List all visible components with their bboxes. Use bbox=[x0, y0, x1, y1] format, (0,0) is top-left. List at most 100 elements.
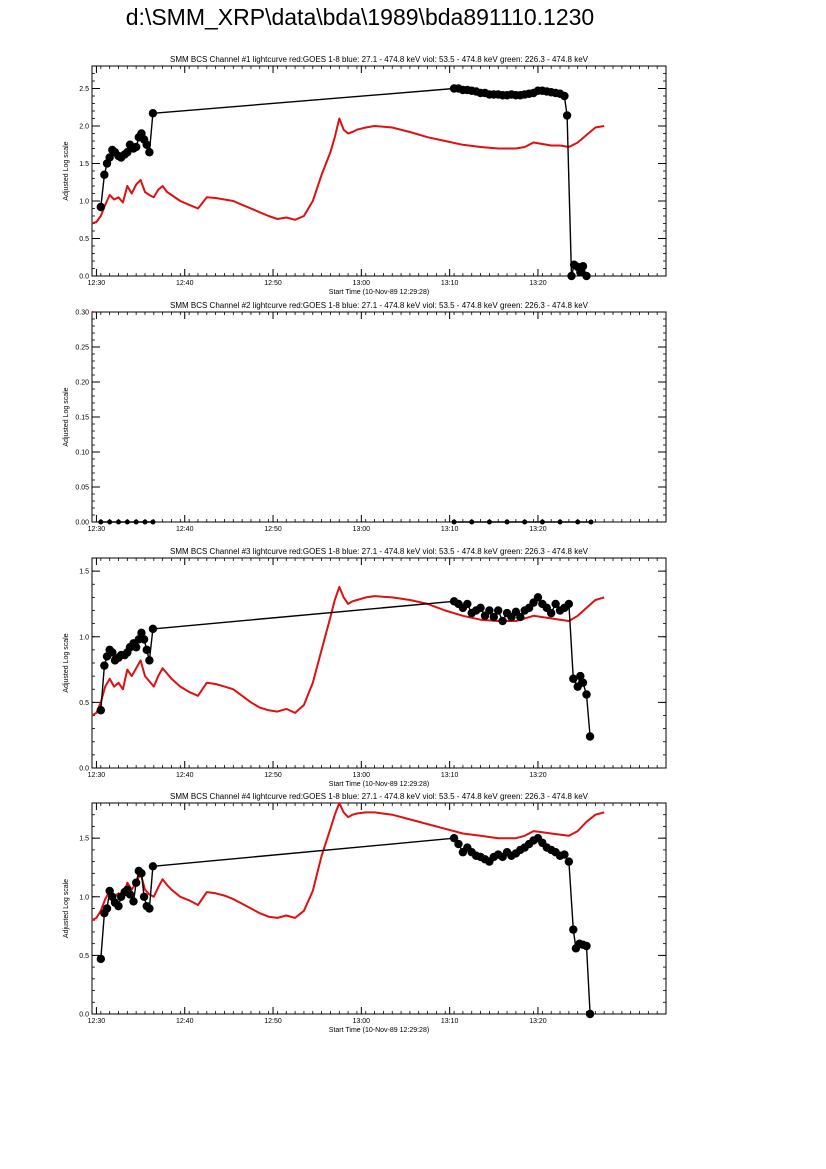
chart-4-xtick-label: 12:40 bbox=[176, 1018, 194, 1025]
chart-3-xtick-label: 12:30 bbox=[88, 772, 106, 779]
chart-1-bcs-point bbox=[560, 91, 569, 101]
chart-4-bcs-point bbox=[125, 890, 135, 899]
chart-3-bcs-point bbox=[569, 674, 578, 683]
chart-1-bcs-line bbox=[100, 87, 588, 277]
chart-2-bcs-point bbox=[588, 519, 594, 525]
chart-3-bcs-point bbox=[131, 643, 141, 652]
chart-2-bcs-point bbox=[504, 519, 510, 525]
chart-4-bcs-point bbox=[145, 904, 154, 913]
chart-2-ytick-label: 0.30 bbox=[75, 310, 89, 317]
chart-3-ylabel: Adjusted Log scale bbox=[63, 633, 70, 692]
chart-3-bcs-point bbox=[494, 606, 503, 615]
chart-3-bcs-point bbox=[142, 645, 151, 655]
chart-2-ytick-label: 0.00 bbox=[75, 520, 89, 527]
chart-1-frame bbox=[91, 65, 667, 277]
chart-4-xtick-label: 12:50 bbox=[264, 1018, 282, 1025]
chart-3-bcs-point bbox=[547, 608, 556, 618]
chart-3-title: SMM BCS Channel #3 lightcurve red:GOES 1… bbox=[170, 547, 589, 556]
chart-2-xtick-label: 13:00 bbox=[353, 526, 371, 533]
chart-4-bcs-point bbox=[96, 954, 106, 964]
chart-2-bcs-point bbox=[124, 519, 130, 525]
chart-1-bcs-point bbox=[562, 111, 572, 120]
chart-4-bcs-point bbox=[582, 941, 591, 951]
chart-2-xtick-label: 13:20 bbox=[529, 526, 547, 533]
chart-3-bcs-point bbox=[139, 635, 149, 644]
chart-2-bcs-point bbox=[98, 519, 104, 525]
chart-2-bcs-point bbox=[142, 519, 148, 525]
chart-4-bcs-point bbox=[131, 878, 141, 887]
chart-2-bcs-point bbox=[150, 519, 156, 525]
chart-2-bcs-point bbox=[451, 519, 457, 525]
chart-4-bcs-point bbox=[139, 892, 149, 901]
chart-2-bcs-point bbox=[469, 519, 475, 525]
chart-4-bcs-point bbox=[585, 1009, 595, 1019]
chart-3-bcs-point bbox=[137, 628, 146, 638]
chart-4-bcs-point bbox=[148, 862, 158, 871]
chart-1-xlabel: Start Time (10-Nov-89 12:29:28) bbox=[329, 289, 429, 296]
chart-3-bcs-point bbox=[96, 706, 106, 715]
chart-2-ytick-label: 0.10 bbox=[75, 450, 89, 457]
chart-3-bcs-point bbox=[476, 603, 485, 613]
chart-4-bcs-point bbox=[454, 839, 463, 849]
chart-4-bcs-point bbox=[129, 897, 138, 906]
chart-3-bcs-point bbox=[564, 599, 574, 609]
chart-4-xtick-label: 13:10 bbox=[441, 1018, 459, 1025]
chart-3-bcs-point bbox=[585, 732, 595, 741]
chart-4-title: SMM BCS Channel #4 lightcurve red:GOES 1… bbox=[170, 792, 589, 801]
chart-4-bcs-point bbox=[569, 925, 578, 934]
chart-4-ytick-label: 1.5 bbox=[79, 836, 89, 843]
chart-3-bcs-point bbox=[516, 612, 525, 622]
chart-2-bcs-point bbox=[133, 519, 139, 525]
chart-2-frame bbox=[91, 311, 667, 523]
chart-3-xlabel: Start Time (10-Nov-89 12:29:28) bbox=[329, 781, 429, 788]
chart-1-bcs-point bbox=[131, 142, 141, 152]
chart-2-ytick-label: 0.15 bbox=[75, 415, 89, 422]
chart-4-xtick-label: 13:00 bbox=[353, 1018, 371, 1025]
chart-1-bcs-point bbox=[578, 262, 588, 271]
chart-3-xtick-label: 12:50 bbox=[264, 772, 282, 779]
chart-1-xtick-label: 12:40 bbox=[176, 280, 194, 287]
chart-1-xtick-label: 13:10 bbox=[441, 280, 459, 287]
chart-4-ylabel: Adjusted Log scale bbox=[63, 879, 70, 938]
chart-3-bcs-point bbox=[533, 593, 543, 602]
chart-2-ytick-label: 0.25 bbox=[75, 345, 89, 352]
chart-1-ylabel: Adjusted Log scale bbox=[63, 141, 70, 200]
chart-1-bcs-point bbox=[582, 271, 591, 281]
chart-2-bcs-point bbox=[575, 519, 581, 525]
chart-3-bcs-point bbox=[100, 661, 109, 670]
chart-1-ytick-label: 2.0 bbox=[79, 124, 89, 131]
chart-4-xtick-label: 12:30 bbox=[88, 1018, 106, 1025]
chart-2-bcs-point bbox=[557, 519, 563, 525]
chart-3-bcs-point bbox=[463, 599, 472, 609]
chart-1-bcs-point bbox=[100, 170, 109, 179]
chart-4-xlabel: Start Time (10-Nov-89 12:29:28) bbox=[329, 1027, 429, 1034]
chart-3-ytick-label: 0.5 bbox=[79, 700, 89, 707]
chart-4-bcs-point bbox=[564, 857, 574, 866]
chart-2-xtick-label: 12:30 bbox=[88, 526, 106, 533]
chart-3-frame bbox=[91, 557, 667, 769]
chart-3-xtick-label: 13:10 bbox=[441, 772, 459, 779]
chart-1-goes-line bbox=[91, 117, 605, 225]
chart-3-bcs-point bbox=[485, 606, 494, 615]
chart-4-bcs-point bbox=[560, 850, 569, 859]
chart-3-bcs-point bbox=[489, 612, 498, 622]
chart-3-xtick-label: 13:00 bbox=[353, 772, 371, 779]
chart-2-bcs-point bbox=[486, 519, 492, 525]
chart-1-bcs-point bbox=[142, 140, 151, 149]
chart-1-ytick-label: 0.0 bbox=[79, 274, 89, 281]
chart-1-bcs-point bbox=[145, 148, 154, 157]
chart-4-bcs-line bbox=[100, 837, 591, 1015]
chart-2-title: SMM BCS Channel #2 lightcurve red:GOES 1… bbox=[170, 301, 589, 310]
chart-4-bcs-point bbox=[102, 904, 112, 913]
chart-3-bcs-point bbox=[582, 690, 591, 699]
chart-3-bcs-point bbox=[551, 599, 560, 609]
chart-1-title: SMM BCS Channel #1 lightcurve red:GOES 1… bbox=[170, 55, 589, 64]
chart-1-bcs-point bbox=[567, 271, 576, 281]
chart-1-ytick-label: 2.5 bbox=[79, 86, 89, 93]
chart-3-bcs-point bbox=[578, 678, 588, 687]
chart-1-bcs-point bbox=[105, 153, 114, 162]
chart-2-bcs-point bbox=[522, 519, 528, 525]
chart-4-goes-line bbox=[91, 802, 605, 922]
chart-3-ytick-label: 1.0 bbox=[79, 634, 89, 641]
chart-1-ytick-label: 0.5 bbox=[79, 236, 89, 243]
